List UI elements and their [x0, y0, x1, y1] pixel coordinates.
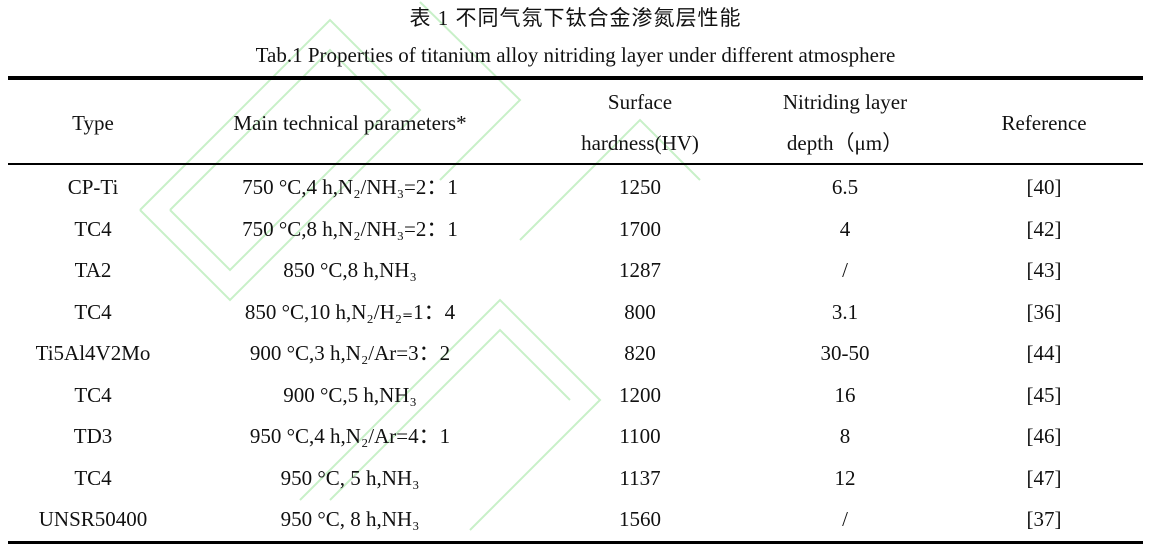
cell-params: 750 °C,8 h,N₂/NH₃=2：1 [242, 216, 458, 241]
cell-reference: [44] [1026, 341, 1062, 365]
header-params: Main technical parameters* [233, 111, 467, 135]
cell-depth: / [842, 258, 848, 282]
cell-depth: 4 [839, 216, 851, 241]
cell-reference: [42] [1026, 216, 1062, 241]
cell-params: 900 °C,5 h,NH₃ [283, 382, 417, 407]
cell-params: 850 °C,8 h,NH₃ [283, 258, 417, 282]
bottom-rule [8, 541, 1143, 544]
table-caption-chinese: 表 1 不同气氛下钛合金渗氮层性能 [409, 6, 742, 30]
cell-params: 900 °C,3 h,N₂/Ar=3：2 [249, 341, 451, 365]
cell-params: 850 °C,10 h,N₂/H₂₌1：4 [244, 299, 456, 324]
cell-hardness: 1700 [619, 216, 661, 241]
cell-depth: 3.1 [831, 299, 859, 324]
top-rule [8, 76, 1143, 80]
cell-reference: [45] [1026, 382, 1062, 407]
cell-hardness: 1200 [619, 382, 661, 407]
header-hardness-line1: Surface [607, 90, 673, 114]
header-type: Type [72, 111, 114, 135]
cell-type: UNSR50400 [38, 507, 148, 531]
cell-type: TD3 [73, 424, 113, 448]
cell-params: 950 °C, 5 h,NH₃ [280, 465, 420, 490]
header-hardness-line2: hardness(HV) [581, 131, 699, 155]
cell-type: CP-Ti [67, 175, 119, 199]
header-rule [8, 163, 1143, 165]
cell-hardness: 1250 [619, 175, 661, 199]
cell-type: TC4 [74, 382, 112, 407]
cell-reference: [47] [1026, 465, 1062, 490]
cell-hardness: 1560 [619, 507, 661, 531]
cell-hardness: 1137 [619, 465, 661, 490]
table-caption-english: Tab.1 Properties of titanium alloy nitri… [255, 43, 896, 67]
cell-reference: [40] [1026, 175, 1062, 199]
cell-depth: 16 [834, 382, 856, 407]
cell-params: 950 °C, 8 h,NH₃ [280, 507, 420, 531]
header-depth-line2: depth（μm） [786, 131, 904, 155]
cell-params: 950 °C,4 h,N₂/Ar=4：1 [249, 424, 451, 448]
cell-type: Ti5Al4V2Mo [35, 341, 151, 365]
cell-reference: [36] [1026, 299, 1062, 324]
cell-type: TC4 [74, 299, 112, 324]
cell-depth: 8 [839, 424, 851, 448]
cell-type: TC4 [74, 465, 112, 490]
header-depth-line1: Nitriding layer [782, 90, 908, 114]
cell-reference: [43] [1026, 258, 1062, 282]
cell-type: TA2 [74, 258, 112, 282]
cell-reference: [37] [1026, 507, 1062, 531]
header-reference: Reference [1001, 111, 1087, 135]
cell-hardness: 1287 [619, 258, 661, 282]
cell-depth: 12 [834, 465, 856, 490]
cell-depth: 6.5 [831, 175, 859, 199]
cell-hardness: 800 [624, 299, 656, 324]
cell-hardness: 820 [624, 341, 656, 365]
cell-hardness: 1100 [619, 424, 661, 448]
cell-type: TC4 [74, 216, 112, 241]
cell-reference: [46] [1026, 424, 1062, 448]
cell-params: 750 °C,4 h,N₂/NH₃=2：1 [242, 175, 458, 199]
cell-depth: / [842, 507, 848, 531]
cell-depth: 30-50 [820, 341, 870, 365]
